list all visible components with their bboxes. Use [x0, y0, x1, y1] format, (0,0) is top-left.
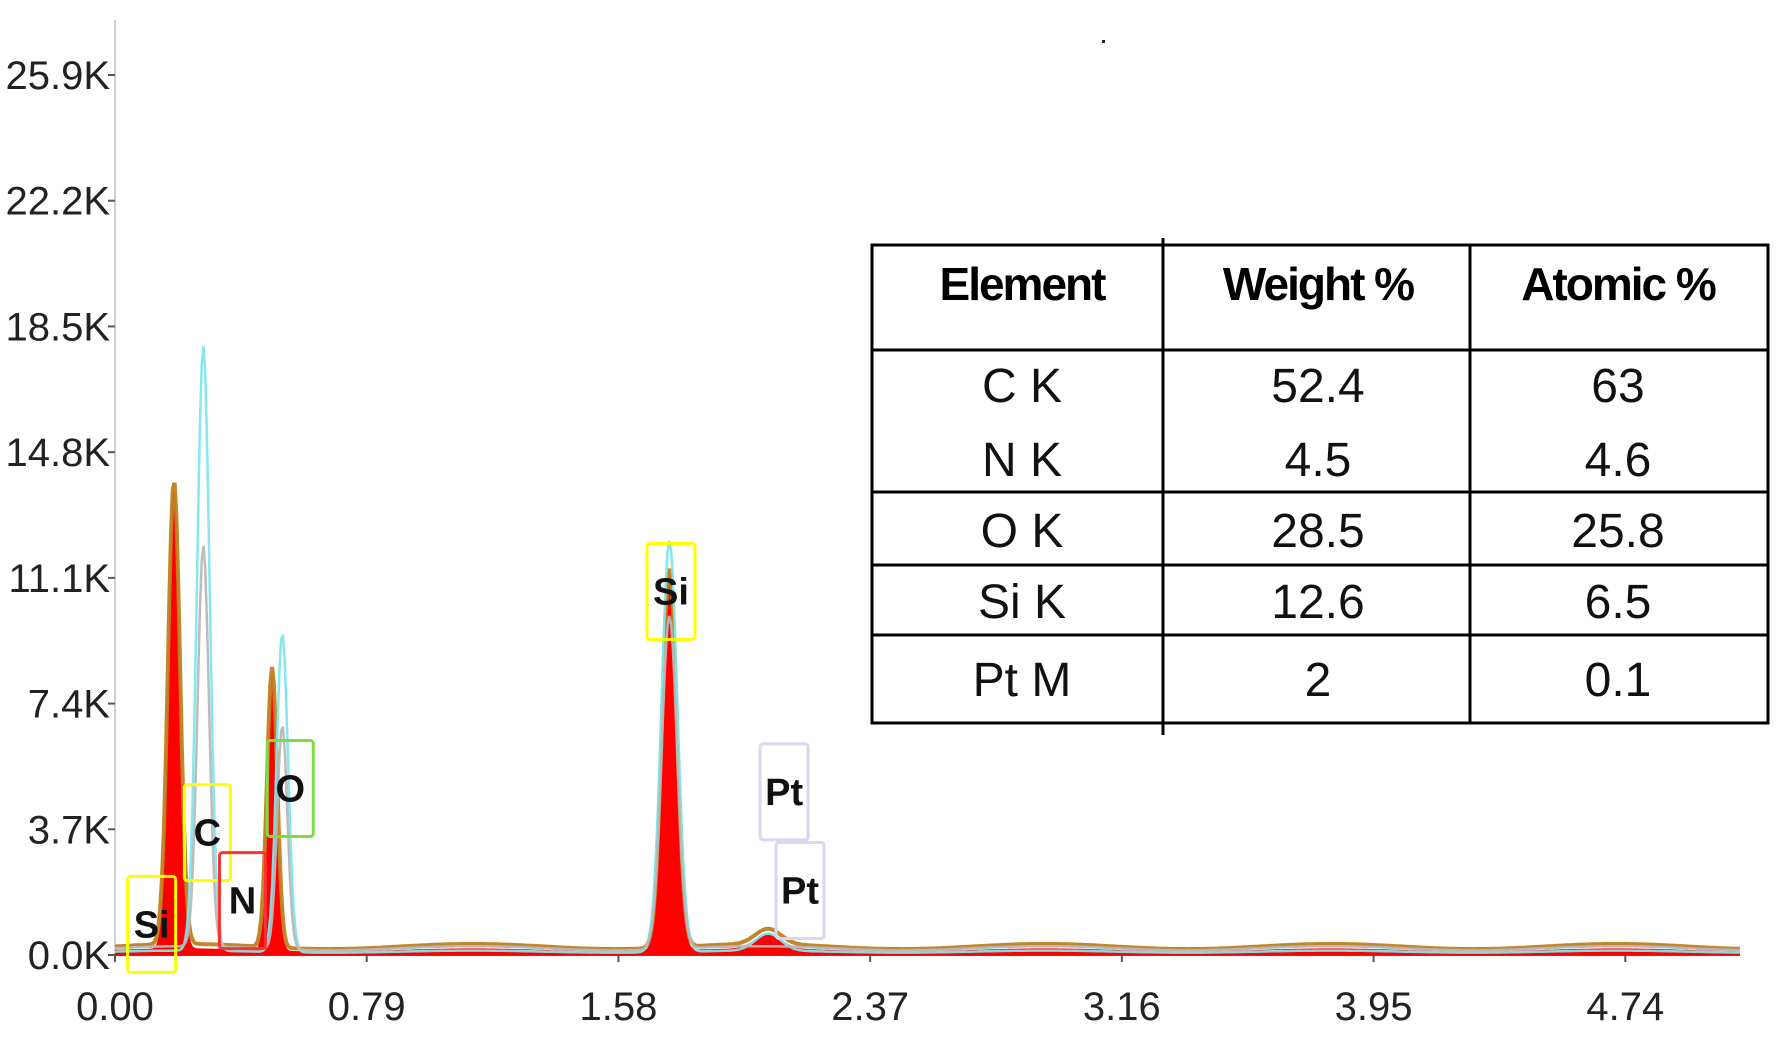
- peak-label-pt: Pt: [781, 870, 819, 912]
- table-frame: [870, 243, 1770, 725]
- composition-table: Element Weight % Atomic % C K 52.4 63 N …: [870, 238, 1770, 735]
- y-tick-label: 0.0K: [28, 934, 111, 978]
- peak-label-box: [774, 840, 826, 940]
- x-tick-label: 4.74: [1586, 985, 1664, 1029]
- table-header-weight: Weight %: [1223, 258, 1414, 310]
- table-cell: 4.6: [1585, 434, 1652, 487]
- table-cell: O K: [981, 505, 1064, 558]
- peak-label-box: [758, 742, 810, 842]
- peak-label-box: [645, 541, 697, 641]
- spectrum-line-reference: [115, 346, 1740, 954]
- table-cell: 4.5: [1285, 434, 1352, 487]
- peak-label-c: C: [194, 813, 221, 855]
- spectrum-area-measured: [115, 487, 1740, 955]
- x-tick-label: 0.00: [76, 985, 154, 1029]
- x-tick-label: 0.79: [328, 985, 406, 1029]
- spectrum-series: [114, 346, 1741, 955]
- y-tick-label: 14.8K: [5, 431, 110, 475]
- y-tick-label: 18.5K: [5, 305, 110, 349]
- x-ticks: 0.00 0.79 1.58 2.37 3.16 3.95 4.74: [76, 955, 1664, 1029]
- x-tick-label: 3.95: [1335, 985, 1413, 1029]
- table-header-atomic: Atomic %: [1521, 258, 1716, 310]
- peak-label-n: N: [229, 881, 256, 923]
- y-tick-label: 11.1K: [8, 557, 110, 601]
- y-tick-label: 7.4K: [28, 683, 111, 727]
- peak-labels: Si CN O Si Pt Pt: [126, 541, 826, 974]
- table-cell: 6.5: [1585, 576, 1652, 629]
- y-ticks: 0.0K 3.7K 7.4K 11.1K 14.8K 18.5K 22.2K 25.9K: [5, 54, 115, 978]
- table-header-element: Element: [940, 258, 1107, 310]
- table-cell: Pt M: [973, 654, 1072, 707]
- table-cell: 52.4: [1271, 360, 1364, 413]
- y-tick-label: 22.2K: [5, 180, 110, 224]
- table-cell: 2: [1305, 654, 1332, 707]
- peak-label-box: [265, 739, 315, 839]
- table-cell: Si K: [978, 576, 1066, 629]
- table-cell: N K: [982, 434, 1062, 487]
- x-tick-label: 1.58: [580, 985, 658, 1029]
- top-dot: [1102, 40, 1105, 43]
- table-cell: 63: [1591, 360, 1644, 413]
- table-cell: C K: [982, 360, 1062, 413]
- peak-label-box: [217, 851, 267, 951]
- table-cell: 12.6: [1271, 576, 1364, 629]
- spectrum-line-reference-2: [114, 545, 1741, 952]
- y-tick-label: 25.9K: [5, 54, 110, 98]
- table-cell: 28.5: [1271, 505, 1364, 558]
- peak-label-pt: Pt: [765, 772, 803, 814]
- x-tick-label: 2.37: [831, 985, 909, 1029]
- peak-label-si: Si: [653, 571, 689, 613]
- peak-label-o: O: [275, 769, 305, 811]
- y-tick-label: 3.7K: [28, 808, 111, 852]
- x-tick-label: 3.16: [1083, 985, 1161, 1029]
- table-cell: 25.8: [1571, 505, 1664, 558]
- peak-label-box: [126, 874, 178, 974]
- peak-label-si: Si: [134, 904, 170, 946]
- peak-label-box: [182, 783, 232, 883]
- table-cell: 0.1: [1585, 654, 1652, 707]
